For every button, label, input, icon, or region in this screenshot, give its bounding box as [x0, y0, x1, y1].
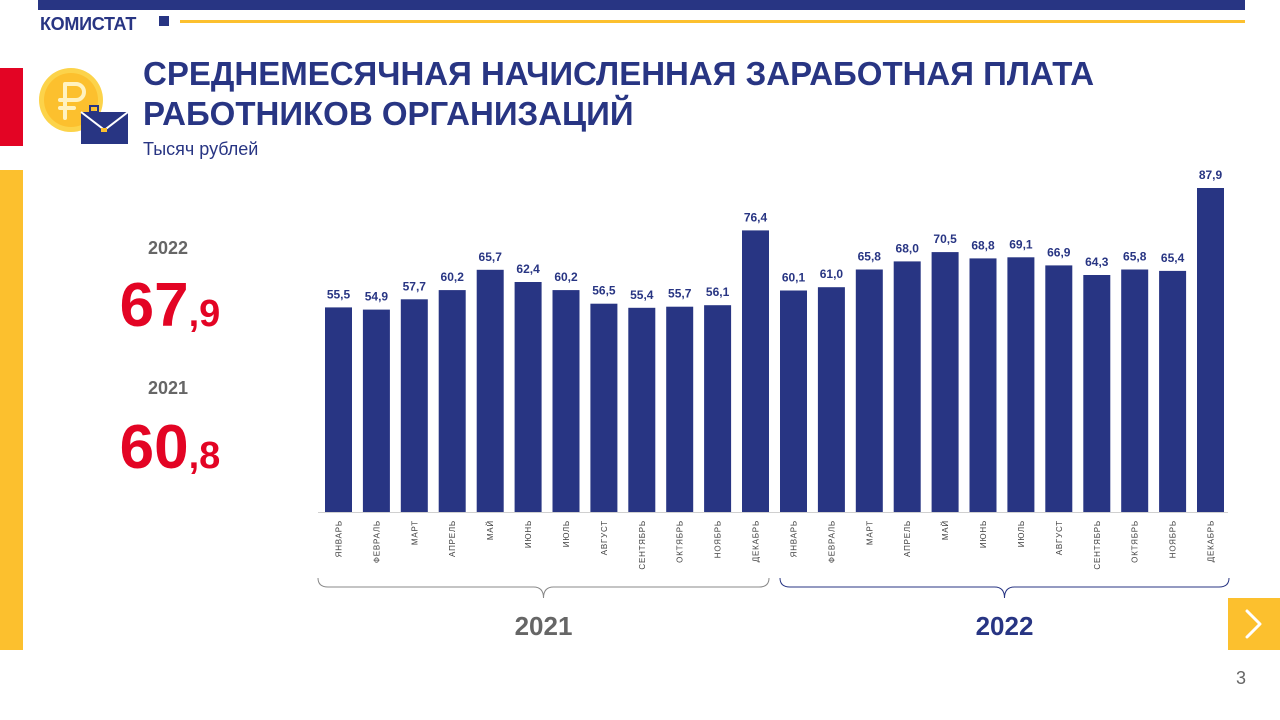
bar [1083, 275, 1111, 512]
bar [1045, 265, 1073, 512]
category-tick-label: ДЕКАБРЬ [752, 520, 761, 562]
page-title: СРЕДНЕМЕСЯЧНАЯ НАЧИСЛЕННАЯ ЗАРАБОТНАЯ ПЛ… [143, 54, 1094, 134]
ruble-coin-briefcase-icon [39, 68, 129, 144]
category-tick-label: ФЕВРАЛЬ [372, 520, 381, 563]
bar [552, 290, 580, 512]
summary-value-2022-dec: ,9 [188, 293, 221, 335]
red-accent-strip [0, 68, 23, 146]
category-tick-label: НОЯБРЬ [714, 520, 723, 558]
bar [438, 290, 466, 512]
category-tick-label: ИЮНЬ [524, 520, 533, 548]
chevron-right-icon [1245, 609, 1262, 639]
category-tick-label: НОЯБРЬ [1169, 520, 1178, 558]
brand-underline [180, 20, 1245, 23]
bar-value-label: 69,1 [1009, 237, 1033, 251]
category-tick-label: МАРТ [865, 520, 874, 545]
summary-value-2022-int: 67 [119, 271, 189, 340]
bar [704, 305, 732, 512]
bar [931, 252, 959, 512]
summary-value-2022: 67,9 [90, 270, 250, 341]
unit-subtitle: Тысяч рублей [143, 139, 259, 159]
bar-value-label: 70,5 [933, 232, 957, 246]
category-tick-label: СЕНТЯБРЬ [638, 520, 647, 570]
category-tick-label: ОКТЯБРЬ [1131, 520, 1140, 563]
bar [1197, 188, 1224, 512]
bar [1007, 257, 1035, 512]
category-tick-label: ДЕКАБРЬ [1207, 520, 1216, 562]
bar-value-label: 65,7 [479, 250, 503, 264]
category-tick-label: ОКТЯБРЬ [676, 520, 685, 563]
bar [969, 258, 997, 512]
bar-value-label: 65,8 [1123, 250, 1147, 264]
bar [666, 306, 694, 512]
summary-value-2021-dec: ,8 [188, 435, 221, 477]
brand-name: КОМИСТАТ [40, 14, 137, 34]
bar [590, 303, 618, 512]
bar [325, 307, 352, 512]
bar-value-label: 54,9 [365, 290, 389, 304]
category-tick-label: ФЕВРАЛЬ [827, 520, 836, 563]
bar-value-label: 65,4 [1161, 251, 1185, 265]
category-tick-label: АВГУСТ [1055, 520, 1064, 555]
category-tick-label: АВГУСТ [600, 520, 609, 555]
group-year-label: 2022 [976, 611, 1034, 641]
bar [742, 230, 769, 512]
bar-value-label: 68,8 [971, 238, 995, 252]
bar [1159, 270, 1187, 512]
summary-year-2021: 2021 [147, 378, 189, 398]
bar [780, 290, 807, 512]
category-tick-label: АПРЕЛЬ [903, 520, 912, 557]
bar [1121, 269, 1149, 512]
bar-value-label: 65,8 [858, 250, 882, 264]
category-tick-label: ИЮЛЬ [1017, 520, 1026, 547]
bar [817, 287, 845, 512]
bar [628, 307, 656, 512]
bar [400, 299, 428, 512]
bar-value-label: 55,5 [327, 287, 351, 301]
category-tick-label: МАЙ [941, 520, 950, 540]
title-line-2: РАБОТНИКОВ ОРГАНИЗАЦИЙ [143, 95, 634, 132]
summary-year-2022: 2022 [147, 238, 189, 258]
bar [855, 269, 883, 512]
bar-value-label: 76,4 [744, 210, 768, 224]
bar-value-label: 60,2 [441, 270, 465, 284]
group-brace [779, 577, 1230, 599]
category-tick-label: ЯНВАРЬ [790, 520, 799, 557]
bar [893, 261, 921, 512]
summary-value-2021: 60,8 [90, 412, 250, 483]
bar-value-label: 56,1 [706, 285, 730, 299]
bar-value-label: 61,0 [820, 267, 844, 281]
category-tick-label: МАЙ [486, 520, 495, 540]
summary-value-2021-int: 60 [119, 413, 189, 482]
bar [362, 309, 390, 512]
category-tick-label: СЕНТЯБРЬ [1093, 520, 1102, 570]
bar-value-label: 62,4 [516, 262, 540, 276]
category-tick-label: ИЮНЬ [979, 520, 988, 548]
yellow-accent-strip [0, 170, 23, 650]
bar-value-label: 60,2 [554, 270, 578, 284]
bar [476, 269, 504, 512]
bar-value-label: 60,1 [782, 271, 806, 285]
category-tick-label: ЯНВАРЬ [335, 520, 344, 557]
group-brace [317, 577, 770, 599]
bar-value-label: 56,5 [592, 284, 616, 298]
bar-value-label: 64,3 [1085, 255, 1109, 269]
category-tick-label: ИЮЛЬ [562, 520, 571, 547]
bar-value-label: 57,7 [403, 279, 427, 293]
bar-value-label: 55,4 [630, 288, 654, 302]
bar-value-label: 55,7 [668, 287, 692, 301]
category-tick-label: АПРЕЛЬ [448, 520, 457, 557]
bar-value-label: 87,9 [1199, 168, 1223, 182]
title-line-1: СРЕДНЕМЕСЯЧНАЯ НАЧИСЛЕННАЯ ЗАРАБОТНАЯ ПЛ… [143, 55, 1095, 92]
bar [514, 282, 542, 512]
top-bar [38, 0, 1245, 10]
group-year-label: 2021 [515, 611, 573, 641]
category-tick-label: МАРТ [410, 520, 419, 545]
brand-square [159, 16, 169, 26]
page-number: 3 [1236, 668, 1247, 688]
next-slide-button[interactable] [1228, 598, 1280, 650]
bar-value-label: 66,9 [1047, 245, 1071, 259]
bar-value-label: 68,0 [896, 241, 920, 255]
